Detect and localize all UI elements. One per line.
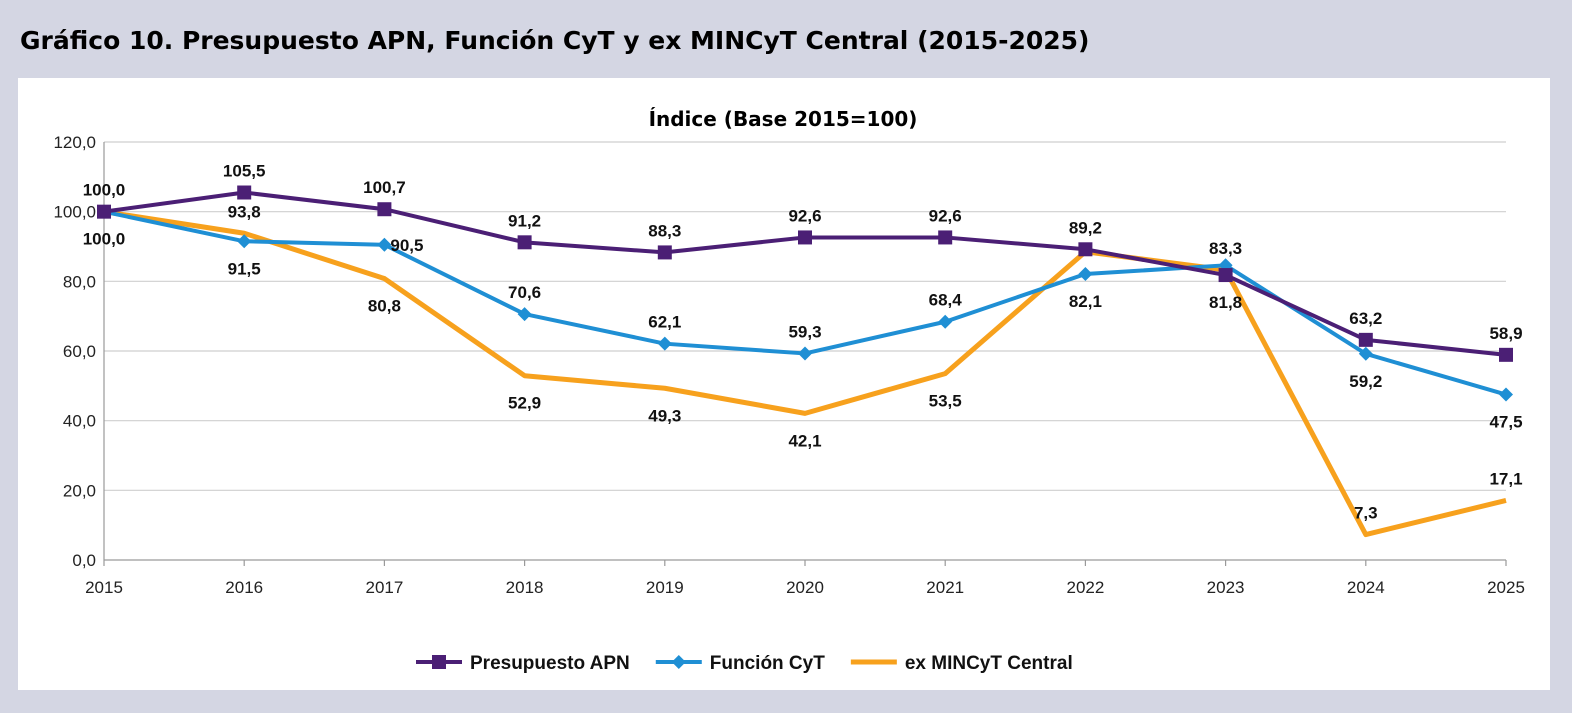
legend-label-ex-mincyt-central: ex MINCyT Central [905,653,1073,674]
funci-n-cyt-data-label: 47,5 [1489,413,1522,432]
line-chart: Índice (Base 2015=100) 2015 2016 2017 2018 2… [53,107,1525,674]
legend-item-presupuesto-apn: Presupuesto APN [416,653,630,674]
legend-item-funci-n-cyt: Función CyT [655,653,825,674]
presupuesto-apn-point-marker [657,245,672,260]
y-tick-label: 100,0 [53,203,96,222]
presupuesto-apn-point-marker [798,230,812,245]
legend-label-funci-n-cyt: Función CyT [710,653,825,674]
y-axis: 0,0 20,0 40,0 60,0 80,0 100,0 120,0 [53,133,105,570]
funci-n-cyt-point-marker [237,234,252,249]
ex-mincyt-central-data-label: 42,1 [788,431,821,450]
funci-n-cyt-point-marker [1358,346,1373,361]
presupuesto-apn-data-label: 63,2 [1349,309,1382,328]
x-tick-label: 2019 [646,578,684,597]
x-axis: 2015 2016 2017 2018 2019 2020 2021 2022 2023 2024… [85,560,1525,597]
presupuesto-apn-data-label: 92,6 [929,206,962,225]
funci-n-cyt-data-label: 62,1 [648,313,681,332]
presupuesto-apn-data-label: 58,9 [1489,324,1522,343]
legend: Presupuesto APN Función CyT ex MINCyT Cent… [416,653,1073,674]
ex-mincyt-central-data-label: 52,9 [508,394,541,413]
chart-title: Índice (Base 2015=100) [649,107,918,131]
ex-mincyt-central-data-label: 7,3 [1354,504,1378,523]
funci-n-cyt-data-label: 59,2 [1349,372,1382,391]
funci-n-cyt-point-marker [377,237,392,252]
funci-n-cyt-point-marker [938,314,953,329]
funci-n-cyt-data-label: 70,6 [508,283,541,302]
y-tick-label: 120,0 [53,133,96,152]
presupuesto-apn-data-label: 81,8 [1209,293,1242,312]
funci-n-cyt-data-label: 82,1 [1069,292,1102,311]
legend-label-presupuesto-apn: Presupuesto APN [470,653,630,674]
x-tick-label: 2021 [926,578,964,597]
chart-panel: Índice (Base 2015=100) 2015 2016 2017 2018 2… [18,78,1550,690]
legend-funci-n-cyt-point-marker [671,655,686,669]
presupuesto-apn-point-marker [377,202,392,217]
ex-mincyt-central-data-label: 53,5 [929,392,962,411]
series-markers [97,185,1513,402]
y-tick-label: 20,0 [63,481,96,500]
ex-mincyt-central-data-label: 80,8 [368,297,401,316]
funci-n-cyt-data-label: 68,4 [929,291,963,310]
funci-n-cyt-point-marker [798,346,812,361]
presupuesto-apn-point-marker [237,185,252,200]
presupuesto-apn-data-label: 100,7 [363,178,406,197]
presupuesto-apn-point-marker [97,204,111,219]
y-tick-label: 0,0 [72,551,96,570]
presupuesto-apn-data-label: 91,2 [508,211,541,230]
ex-mincyt-central-data-label: 17,1 [1489,469,1522,488]
presupuesto-apn-point-marker [1499,347,1513,362]
presupuesto-apn-point-marker [517,235,532,250]
presupuesto-apn-point-marker [1078,242,1093,257]
legend-item-ex-mincyt-central: ex MINCyT Central [850,653,1073,674]
data-labels: 93,8 80,8 52,9 49,3 42,1 53,5 83,3 7,3 17,1 100,0… [83,162,1523,523]
x-tick-label: 2017 [365,578,403,597]
y-tick-label: 80,0 [63,272,96,291]
x-tick-label: 2023 [1207,578,1245,597]
figure-title: Gráfico 10. Presupuesto APN, Función CyT… [20,26,1090,55]
y-tick-label: 60,0 [63,342,96,361]
x-tick-label: 2024 [1347,578,1385,597]
funci-n-cyt-data-label: 100,0 [83,230,126,249]
x-tick-label: 2025 [1487,578,1525,597]
funci-n-cyt-data-label: 90,5 [390,236,423,255]
presupuesto-apn-data-label: 88,3 [648,221,681,240]
ex-mincyt-central-data-label: 49,3 [648,406,681,425]
grid-lines [104,141,1506,561]
presupuesto-apn-point-marker [938,230,953,245]
funci-n-cyt-data-label: 59,3 [788,322,821,341]
y-tick-label: 40,0 [63,412,96,431]
x-tick-label: 2015 [85,578,123,597]
ex-mincyt-central-data-label: 93,8 [228,202,261,221]
presupuesto-apn-point-marker [1358,332,1373,347]
x-tick-label: 2018 [506,578,544,597]
presupuesto-apn-data-label: 100,0 [83,181,126,200]
presupuesto-apn-point-marker [1218,268,1233,283]
x-tick-label: 2020 [786,578,824,597]
x-tick-label: 2016 [225,578,263,597]
legend-presupuesto-apn-point-marker [432,655,446,669]
funci-n-cyt-data-label: 91,5 [228,259,261,278]
funci-n-cyt-point-marker [517,307,532,322]
funci-n-cyt-point-marker [1078,267,1093,282]
ex-mincyt-central-data-label: 83,3 [1209,239,1242,258]
funci-n-cyt-point-marker [1499,387,1513,402]
x-tick-label: 2022 [1066,578,1104,597]
presupuesto-apn-data-label: 92,6 [788,206,821,225]
presupuesto-apn-data-label: 89,2 [1069,218,1102,237]
funci-n-cyt-point-marker [657,336,672,351]
presupuesto-apn-data-label: 105,5 [223,162,266,181]
ex-mincyt-central-line [103,209,1507,538]
